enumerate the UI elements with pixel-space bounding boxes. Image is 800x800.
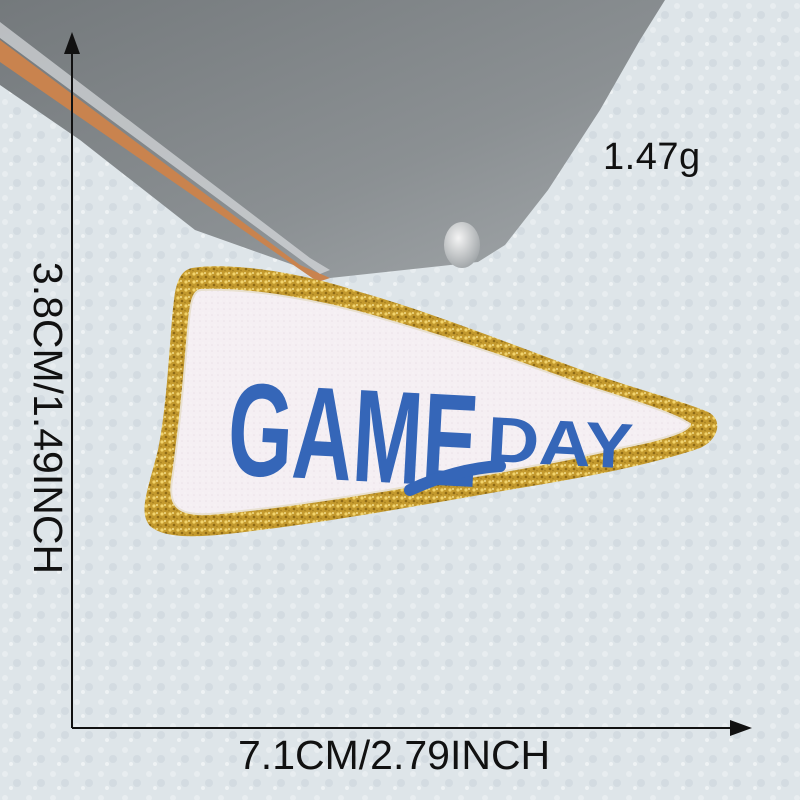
felt-center	[170, 288, 692, 516]
embroidered-patch: GAME DAY	[144, 266, 718, 537]
width-arrowhead	[730, 720, 752, 736]
patch-text-game: GAME	[225, 355, 482, 515]
patch-swoosh	[404, 460, 506, 496]
height-measurement-label: 3.8CM/1.49INCH	[25, 261, 71, 575]
weight-label: 1.47g	[603, 136, 701, 178]
patch-text-day: DAY	[485, 403, 635, 483]
metal-pin	[444, 222, 480, 268]
measure-axes	[64, 32, 752, 736]
height-arrowhead	[64, 32, 80, 54]
width-measurement-label: 7.1CM/2.79INCH	[238, 732, 551, 778]
grey-board	[0, 0, 665, 282]
